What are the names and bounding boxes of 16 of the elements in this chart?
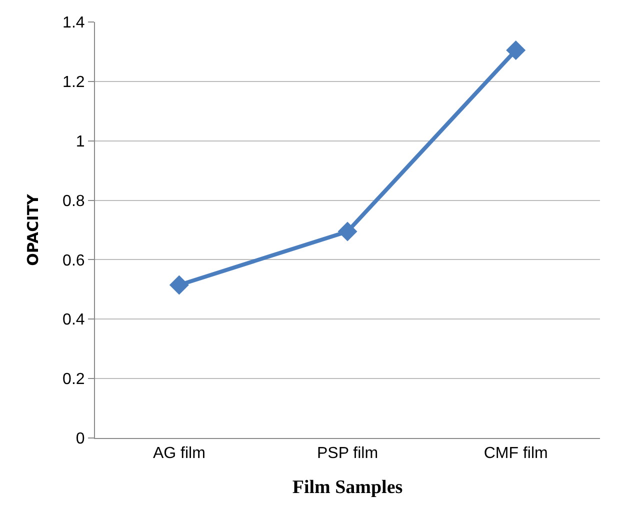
y-tick-label: 1.2 <box>62 74 85 92</box>
x-tick-label: AG film <box>152 445 206 462</box>
point <box>169 275 189 295</box>
y-tick-label: 0.2 <box>62 371 85 388</box>
y-tick-label: 0.6 <box>62 252 85 270</box>
point <box>338 222 358 242</box>
y-tick-label: 0.8 <box>62 192 85 210</box>
y-tick-label: 0 <box>76 430 85 448</box>
point <box>506 40 526 60</box>
y-tick-label: 1.4 <box>62 14 85 32</box>
x-axis-title: Film Samples <box>292 477 403 498</box>
x-tick-label: PSP film <box>316 445 378 462</box>
y-tick-label: 0.4 <box>62 312 85 329</box>
x-tick-label: CMF film <box>484 445 548 462</box>
y-axis-title: OPACITY <box>24 193 42 266</box>
y-tick-label: 1 <box>76 133 85 150</box>
